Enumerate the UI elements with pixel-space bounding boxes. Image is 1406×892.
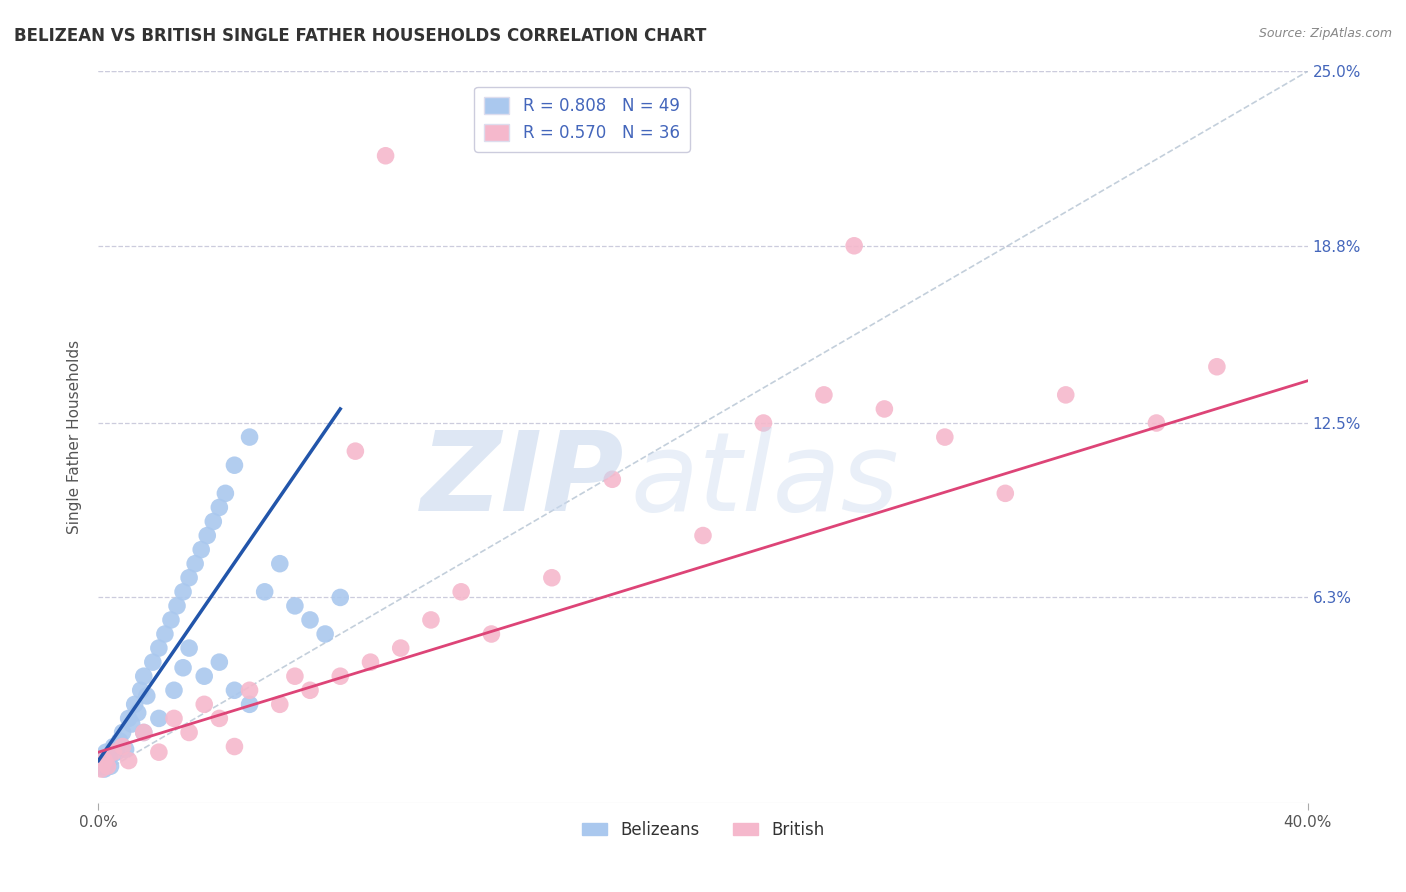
Point (179, 725, 201, 739)
Point (208, 500, 231, 515)
Point (98, 751, 121, 765)
Point (193, 669, 215, 683)
Point (195, 528, 218, 542)
Point (96, 759, 118, 773)
Point (124, 698, 146, 712)
Point (111, 739, 134, 754)
Point (190, 542, 212, 557)
Point (269, 557, 291, 571)
Point (224, 458, 246, 473)
Point (420, 613, 443, 627)
Point (344, 444, 367, 458)
Point (193, 698, 215, 712)
Point (481, 627, 503, 641)
Point (93, 762, 115, 776)
Point (360, 655, 382, 669)
Point (239, 430, 262, 444)
Point (208, 711, 231, 725)
Point (160, 613, 183, 627)
Point (166, 599, 188, 613)
Point (90, 762, 112, 776)
Point (934, 430, 956, 444)
Point (329, 669, 352, 683)
Point (114, 742, 136, 756)
Text: ZIP: ZIP (420, 427, 624, 534)
Point (540, 571, 562, 585)
Point (94, 745, 117, 759)
Point (844, 239, 866, 253)
Point (224, 739, 246, 754)
Point (450, 584, 472, 599)
Point (314, 627, 336, 641)
Legend: Belizeans, British: Belizeans, British (575, 814, 831, 846)
Point (172, 661, 194, 675)
Point (374, 149, 396, 163)
Point (90, 759, 112, 773)
Point (208, 655, 231, 669)
Point (239, 683, 262, 698)
Text: BELIZEAN VS BRITISH SINGLE FATHER HOUSEHOLDS CORRELATION CHART: BELIZEAN VS BRITISH SINGLE FATHER HOUSEH… (14, 27, 706, 45)
Point (299, 683, 322, 698)
Point (118, 754, 141, 768)
Point (132, 725, 155, 739)
Point (224, 683, 246, 698)
Point (96, 756, 118, 771)
Point (132, 725, 155, 739)
Point (202, 515, 225, 529)
Point (1206, 359, 1229, 374)
Point (752, 416, 775, 430)
Point (269, 698, 291, 712)
Point (813, 388, 835, 402)
Point (179, 571, 201, 585)
Point (1054, 388, 1077, 402)
Point (148, 745, 170, 759)
Point (100, 759, 122, 773)
Point (108, 734, 131, 748)
Point (121, 717, 143, 731)
Y-axis label: Single Father Households: Single Father Households (67, 340, 83, 534)
Point (994, 486, 1017, 500)
Point (172, 584, 194, 599)
Point (602, 472, 624, 486)
Text: atlas: atlas (630, 427, 898, 534)
Point (284, 669, 307, 683)
Point (93, 754, 115, 768)
Point (179, 641, 201, 656)
Point (105, 745, 128, 759)
Point (284, 599, 307, 613)
Point (118, 711, 141, 725)
Point (253, 584, 276, 599)
Point (148, 641, 170, 656)
Point (184, 557, 207, 571)
Point (1146, 416, 1168, 430)
Point (153, 627, 176, 641)
Point (103, 739, 125, 754)
Point (163, 683, 186, 698)
Point (214, 486, 236, 500)
Point (148, 711, 170, 725)
Point (692, 528, 714, 542)
Point (111, 725, 134, 739)
Point (239, 698, 262, 712)
Point (129, 683, 152, 698)
Point (873, 401, 896, 416)
Point (91, 754, 114, 768)
Point (163, 711, 186, 725)
Point (103, 745, 125, 759)
Point (132, 669, 155, 683)
Text: Source: ZipAtlas.com: Source: ZipAtlas.com (1258, 27, 1392, 40)
Point (329, 591, 352, 605)
Point (389, 641, 412, 656)
Point (127, 706, 149, 720)
Point (135, 689, 157, 703)
Point (299, 613, 322, 627)
Point (142, 655, 165, 669)
